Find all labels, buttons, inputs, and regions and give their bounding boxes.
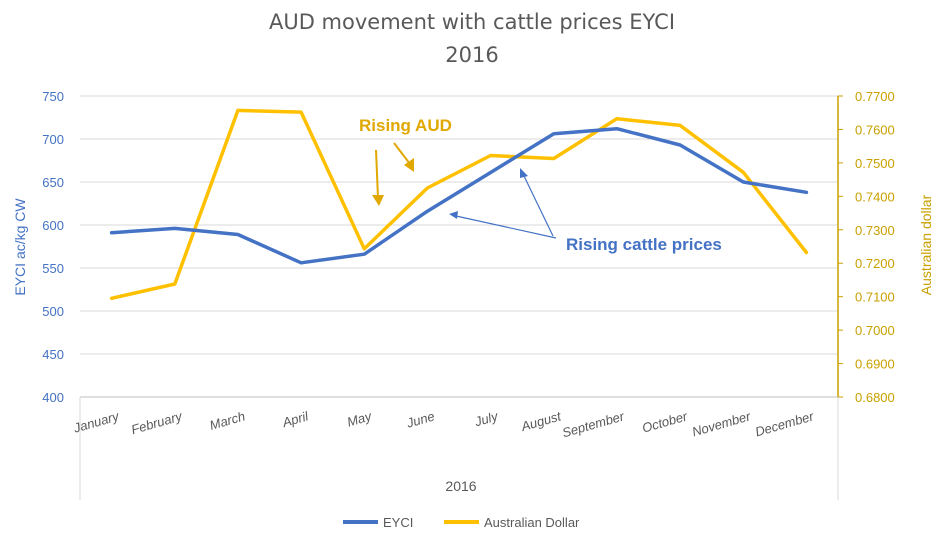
left-tick-label: 450 (42, 347, 64, 362)
annotation-rising-cattle-arrow-1 (523, 175, 554, 237)
annotation-rising-cattle-label: Rising cattle prices (566, 235, 722, 254)
left-tick-label: 500 (42, 304, 64, 319)
left-tick-label: 700 (42, 132, 64, 147)
x-tick-label: April (280, 408, 311, 430)
left-tick-label: 550 (42, 261, 64, 276)
right-axis-title: Australian dollar (918, 194, 934, 295)
right-tick-label: 0.7400 (855, 189, 895, 204)
x-tick-label: July (472, 408, 501, 429)
right-tick-label: 0.7200 (855, 256, 895, 271)
right-tick-label: 0.7600 (855, 122, 895, 137)
x-tick-label: May (345, 408, 374, 430)
annotation-rising-cattle-arrowhead-2 (449, 211, 458, 219)
series-layer (109, 108, 809, 301)
x-axis-title: 2016 (445, 478, 476, 494)
right-axis-ticks: 0.6800 0.6900 0.7000 0.7100 0.7200 0.7300 0.74… (838, 89, 895, 405)
left-axis-ticks: 400 450 500 550 600 650 700 750 (42, 89, 64, 405)
left-axis-title: EYCI ac/kg CW (12, 198, 28, 296)
right-tick-label: 0.6800 (855, 390, 895, 405)
right-tick-label: 0.7000 (855, 323, 895, 338)
annotation-rising-aud-arrowhead-2 (404, 158, 414, 172)
right-tick-label: 0.7100 (855, 290, 895, 305)
annotation-rising-aud: Rising AUD (359, 116, 452, 206)
right-tick-label: 0.7500 (855, 156, 895, 171)
chart-subtitle: 2016 (445, 43, 498, 67)
chart-title: AUD movement with cattle prices EYCI (269, 10, 675, 34)
annotation-rising-aud-label: Rising AUD (359, 116, 452, 135)
gridlines (80, 95, 838, 398)
right-tick-label: 0.6900 (855, 357, 895, 372)
series-line-aud (109, 108, 809, 301)
legend: EYCI Australian Dollar (343, 515, 580, 530)
annotation-rising-cattle-arrowhead-1 (520, 168, 528, 178)
left-tick-label: 600 (42, 218, 64, 233)
series-line-eyci (109, 126, 809, 265)
left-tick-label: 400 (42, 390, 64, 405)
legend-label-aud: Australian Dollar (484, 515, 580, 530)
right-tick-label: 0.7700 (855, 89, 895, 104)
left-tick-label: 750 (42, 89, 64, 104)
annotation-rising-aud-arrowhead-1 (372, 195, 384, 206)
annotation-rising-cattle-arrow-2 (455, 215, 557, 239)
right-tick-label: 0.7300 (855, 223, 895, 238)
annotation-rising-aud-arrow-1 (375, 149, 379, 199)
legend-label-eyci: EYCI (383, 515, 413, 530)
left-tick-label: 650 (42, 175, 64, 190)
annotation-rising-aud-arrow-2 (393, 142, 411, 165)
annotation-rising-cattle: Rising cattle prices (449, 168, 722, 254)
